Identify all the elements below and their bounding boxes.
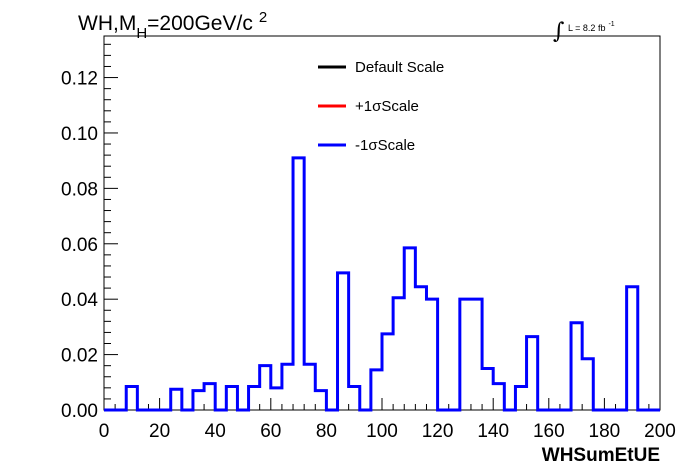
- x-tick-label: 160: [533, 421, 565, 442]
- title-subscript: H: [136, 25, 147, 42]
- y-tick-label: 0.06: [61, 235, 98, 256]
- x-tick-label: 100: [366, 421, 398, 442]
- legend-label-plus1sigma: +1σScale: [355, 98, 419, 115]
- x-tick-label: 40: [205, 421, 226, 442]
- histogram-line: [104, 156, 660, 412]
- x-tick-label: 120: [422, 421, 454, 442]
- x-axis: 0 20 40 60 80 100 120 140 160 180 200: [99, 398, 676, 442]
- chart-title: WH,MH=200GeV/c 2: [78, 9, 267, 42]
- x-tick-label: 60: [260, 421, 281, 442]
- x-tick-label: 20: [149, 421, 170, 442]
- x-tick-label: 200: [644, 421, 676, 442]
- y-tick-label: 0.04: [61, 290, 98, 311]
- lumi-integral-symbol: ∫: [553, 19, 565, 44]
- x-tick-label: 140: [477, 421, 509, 442]
- x-tick-label: 180: [589, 421, 621, 442]
- legend: Default Scale +1σScale -1σScale: [318, 59, 444, 154]
- x-tick-label: 0: [99, 421, 110, 442]
- legend-label-default: Default Scale: [355, 59, 444, 76]
- x-axis-title: WHSumEtUE: [542, 445, 660, 466]
- x-tick-label: 80: [316, 421, 337, 442]
- legend-label-minus1sigma: -1σScale: [355, 137, 415, 154]
- series-layer: [104, 156, 660, 412]
- y-tick-label: 0.10: [61, 124, 98, 145]
- y-tick-label: 0.00: [61, 401, 98, 422]
- y-axis: 0.00 0.02 0.04 0.06 0.08 0.10 0.12: [61, 43, 118, 422]
- y-tick-label: 0.12: [61, 69, 98, 90]
- y-tick-label: 0.08: [61, 179, 98, 200]
- y-tick-label: 0.02: [61, 346, 98, 367]
- lumi-label: L = 8.2 fb -1: [568, 21, 615, 33]
